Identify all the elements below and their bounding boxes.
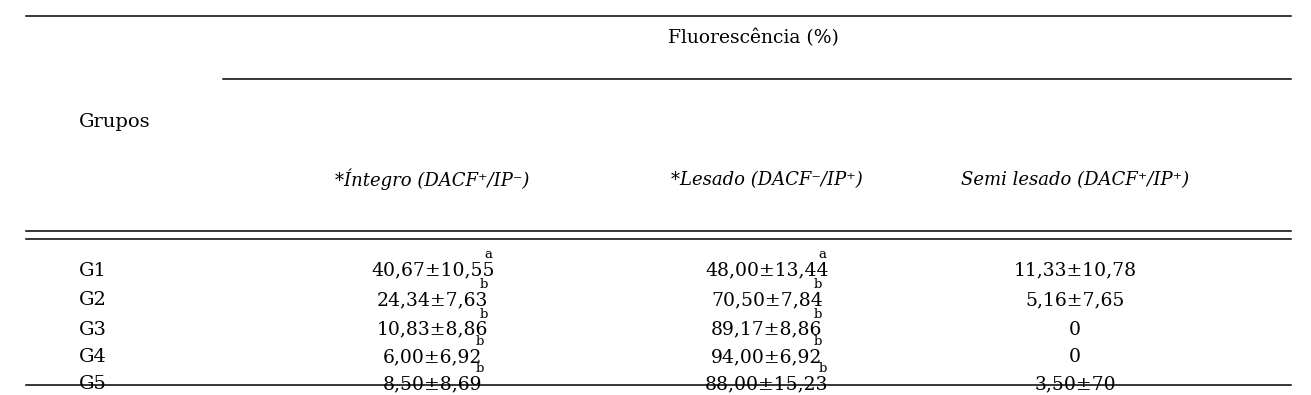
Text: 94,00±6,92: 94,00±6,92 [712,348,822,367]
Text: 89,17±8,86: 89,17±8,86 [712,321,822,339]
Text: a: a [818,248,826,261]
Text: a: a [484,248,492,261]
Text: Fluorescência (%): Fluorescência (%) [669,28,839,47]
Text: b: b [814,278,822,291]
Text: b: b [818,362,826,374]
Text: b: b [814,335,822,348]
Text: Grupos: Grupos [79,113,151,132]
Text: 88,00±15,23: 88,00±15,23 [705,375,829,393]
Text: G2: G2 [79,291,106,309]
Text: G5: G5 [79,375,106,393]
Text: *Íntegro (DACF⁺/IP⁻): *Íntegro (DACF⁺/IP⁻) [336,169,530,190]
Text: b: b [476,362,484,374]
Text: Semi lesado (DACF⁺/IP⁺): Semi lesado (DACF⁺/IP⁺) [961,171,1189,189]
Text: *Lesado (DACF⁻/IP⁺): *Lesado (DACF⁻/IP⁺) [671,171,863,189]
Text: 5,16±7,65: 5,16±7,65 [1025,291,1125,309]
Text: G1: G1 [79,261,106,280]
Text: 10,83±8,86: 10,83±8,86 [378,321,488,339]
Text: b: b [480,278,488,291]
Text: 3,50±70: 3,50±70 [1034,375,1116,393]
Text: 11,33±10,78: 11,33±10,78 [1013,261,1137,280]
Text: 40,67±10,55: 40,67±10,55 [371,261,494,280]
Text: 0: 0 [1068,321,1082,339]
Text: 70,50±7,84: 70,50±7,84 [711,291,823,309]
Text: b: b [480,308,488,320]
Text: b: b [476,335,484,348]
Text: 24,34±7,63: 24,34±7,63 [378,291,488,309]
Text: G3: G3 [79,321,106,339]
Text: G4: G4 [79,348,106,367]
Text: 48,00±13,44: 48,00±13,44 [705,261,829,280]
Text: b: b [814,308,822,320]
Text: 0: 0 [1068,348,1082,367]
Text: 6,00±6,92: 6,00±6,92 [383,348,482,367]
Text: 8,50±8,69: 8,50±8,69 [383,375,482,393]
